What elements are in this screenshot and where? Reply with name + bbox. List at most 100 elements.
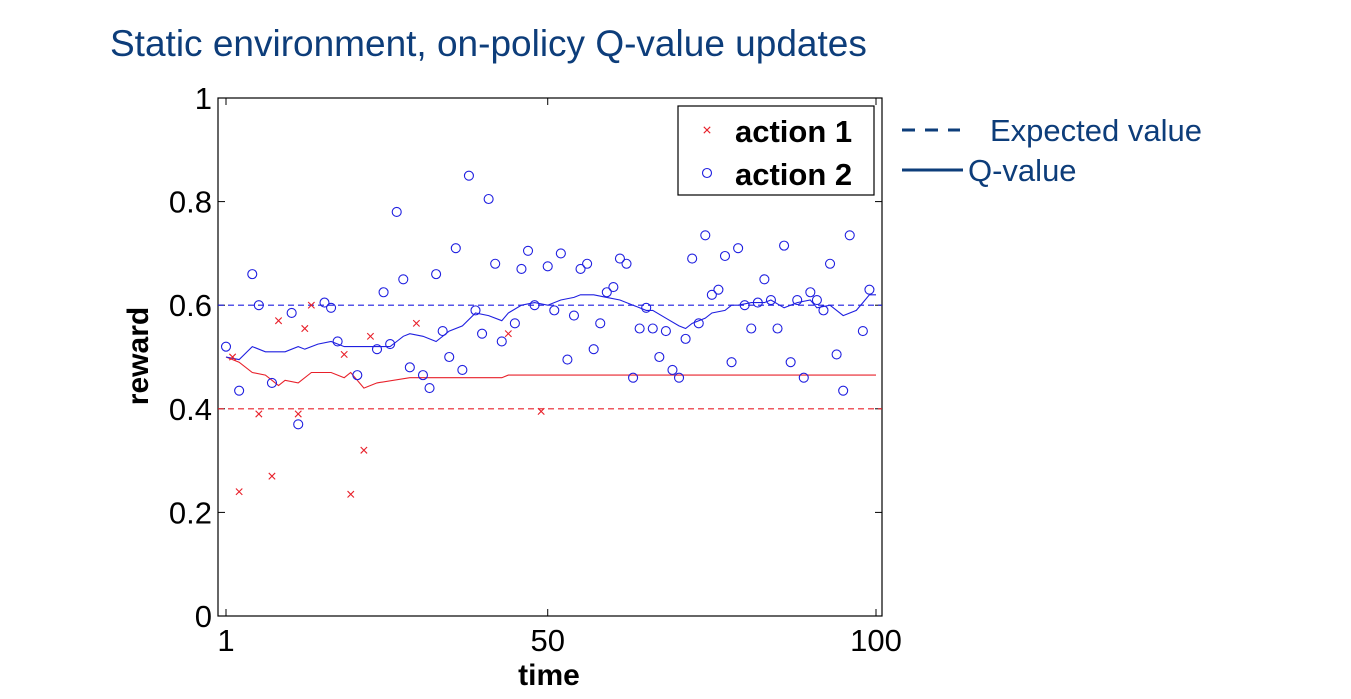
data-point: [582, 258, 593, 269]
legend-label-action-1: action 1: [735, 114, 852, 149]
y-tick-label: 0: [195, 599, 212, 634]
data-point: [266, 377, 278, 388]
data-point: [504, 330, 512, 338]
data-point: [371, 344, 383, 355]
expected-value-label: Expected value: [990, 113, 1202, 148]
data-point: [614, 253, 625, 264]
data-point: [693, 318, 704, 329]
data-point: [818, 305, 829, 316]
data-point: [660, 326, 671, 337]
legend: action 1 action 2: [677, 105, 875, 196]
data-point: [522, 245, 534, 256]
data-point: [490, 258, 501, 269]
data-point: [739, 300, 750, 311]
q-value-lines: [225, 294, 876, 389]
data-point: [844, 230, 855, 241]
data-point: [398, 274, 409, 285]
data-point: [293, 419, 304, 430]
data-point: [234, 385, 245, 396]
data-point: [516, 263, 527, 274]
data-point: [831, 349, 842, 360]
expected-value-lines: [218, 304, 882, 410]
legend-label-action-2: action 2: [735, 157, 852, 192]
data-point: [235, 488, 243, 496]
x-axis-ticks: 1 50 100: [217, 98, 902, 658]
data-point: [687, 253, 698, 264]
data-point: [529, 300, 540, 311]
data-point: [294, 410, 302, 418]
data-point: [746, 323, 757, 334]
x-tick-label: 100: [850, 623, 902, 658]
data-point: [785, 357, 796, 368]
data-point: [220, 341, 232, 352]
plot-area: 0 0.2 0.4 0.6 0.8 1 1 50 100: [169, 81, 902, 658]
data-point: [347, 490, 355, 498]
data-point: [457, 364, 468, 376]
chart-title: Static environment, on-policy Q-value up…: [110, 23, 867, 64]
data-point: [700, 230, 711, 241]
data-point: [726, 357, 737, 368]
y-tick-label: 1: [195, 81, 212, 116]
data-point: [549, 305, 560, 316]
data-point: [417, 370, 429, 381]
legend-marker-action-1: [703, 126, 711, 134]
data-point: [412, 319, 420, 327]
data-point: [555, 248, 566, 259]
data-point: [326, 302, 337, 313]
data-point: [352, 370, 363, 381]
data-point: [752, 297, 763, 308]
data-point: [470, 305, 481, 316]
data-point: [824, 258, 836, 269]
data-point: [509, 318, 520, 329]
data-point: [798, 372, 809, 383]
line-legend: Expected value Q-value: [902, 113, 1202, 188]
data-markers: [220, 170, 875, 498]
data-point: [719, 250, 731, 262]
data-point: [378, 287, 389, 298]
axes-frame: [217, 97, 883, 617]
data-point: [268, 472, 276, 480]
data-point: [864, 284, 875, 295]
data-point: [404, 362, 415, 373]
y-tick-label: 0.8: [169, 185, 212, 220]
x-axis-label: time: [518, 659, 580, 692]
y-axis-label: reward: [122, 307, 155, 405]
data-point: [608, 282, 619, 293]
data-point: [654, 351, 665, 363]
data-point: [641, 302, 652, 313]
data-point: [424, 383, 435, 394]
data-point: [437, 326, 448, 337]
data-point: [805, 287, 816, 298]
data-point: [647, 323, 658, 334]
data-point: [733, 243, 744, 254]
data-point: [575, 263, 586, 274]
data-point: [537, 407, 545, 415]
data-point: [340, 350, 348, 358]
data-point: [477, 328, 488, 339]
data-point: [463, 170, 474, 181]
data-point: [542, 261, 553, 272]
data-point: [391, 206, 402, 218]
q-value-line: [225, 356, 876, 389]
data-point: [255, 410, 263, 418]
data-point: [319, 297, 330, 308]
data-point: [496, 336, 507, 347]
data-point: [601, 287, 612, 298]
q-value-label: Q-value: [968, 153, 1077, 188]
y-tick-label: 0.6: [169, 288, 212, 323]
data-point: [680, 333, 691, 344]
data-point: [779, 240, 790, 251]
data-point: [667, 364, 678, 376]
data-point: [621, 258, 632, 269]
legend-marker-action-2: [701, 167, 713, 179]
data-point: [765, 294, 776, 306]
data-point: [360, 446, 368, 454]
data-point: [286, 307, 297, 319]
data-point: [247, 269, 258, 280]
data-point: [228, 353, 237, 361]
data-point: [483, 193, 494, 205]
data-point: [701, 167, 713, 179]
data-point: [385, 338, 396, 350]
y-axis-ticks: 0 0.2 0.4 0.6 0.8 1: [169, 81, 882, 634]
data-point: [759, 274, 770, 285]
